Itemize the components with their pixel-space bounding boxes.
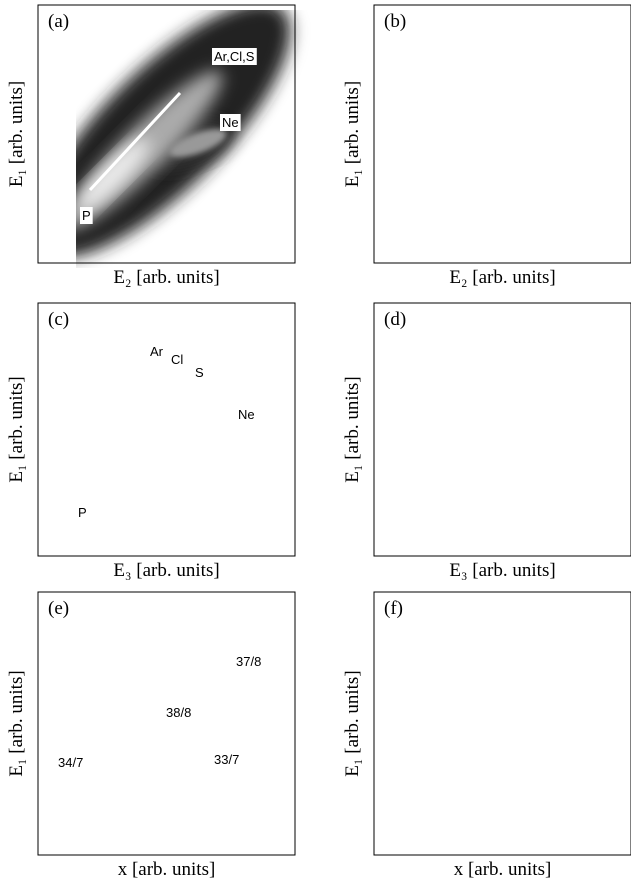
annotation-box bbox=[148, 343, 166, 360]
annotation: P bbox=[82, 208, 91, 223]
density-outer bbox=[336, 255, 631, 591]
density-arm bbox=[490, 656, 598, 728]
density-mid bbox=[409, 662, 599, 812]
annotation-box bbox=[169, 351, 186, 368]
annotation: P bbox=[78, 505, 87, 520]
annotation: Ne bbox=[222, 115, 239, 130]
density-ne-core bbox=[128, 431, 298, 441]
plot-area bbox=[336, 255, 631, 591]
panel-label: (d) bbox=[384, 309, 406, 330]
density-inner bbox=[33, 358, 184, 547]
density-ne-core bbox=[464, 431, 631, 441]
annotation: 33/7 bbox=[214, 752, 239, 767]
selection bbox=[409, 658, 529, 784]
panel-label: (e) bbox=[48, 598, 69, 619]
selection bbox=[398, 76, 541, 219]
selection-line bbox=[78, 365, 190, 493]
y-axis-label: E₁ [arb. units] bbox=[6, 670, 27, 776]
frame bbox=[373, 302, 631, 557]
selection-line bbox=[88, 91, 182, 192]
annotation: 37/8 bbox=[236, 654, 261, 669]
panel-label: (b) bbox=[384, 11, 406, 32]
background bbox=[374, 303, 631, 556]
plot-area bbox=[0, 255, 308, 591]
selection-edge bbox=[390, 68, 548, 226]
frame bbox=[37, 4, 296, 264]
x-axis-label: E₃ [arb. units] bbox=[449, 560, 555, 581]
background bbox=[374, 592, 631, 855]
density-outer bbox=[384, 617, 619, 842]
density-inner bbox=[369, 358, 520, 547]
annotation: Ar bbox=[150, 344, 164, 359]
y-axis-label: E₁ [arb. units] bbox=[342, 670, 363, 776]
density-core bbox=[449, 697, 539, 787]
annotation-box bbox=[220, 114, 241, 131]
annotation: Ne bbox=[238, 407, 255, 422]
density-ne-band bbox=[118, 425, 308, 449]
frame bbox=[373, 591, 631, 856]
y-axis-label: E₁ [arb. units] bbox=[342, 376, 363, 482]
annotation-box bbox=[76, 504, 89, 521]
frame bbox=[373, 4, 631, 264]
annotation-box bbox=[212, 48, 257, 65]
frame bbox=[37, 591, 296, 856]
background bbox=[374, 5, 631, 263]
density-outer bbox=[336, 0, 631, 293]
annotation-box bbox=[80, 207, 93, 224]
panel-label: (f) bbox=[384, 598, 403, 619]
annotation: S bbox=[195, 365, 204, 380]
selection-line bbox=[414, 365, 526, 493]
density-outer bbox=[48, 617, 283, 842]
annotation: Ar,Cl,S bbox=[214, 49, 255, 64]
y-axis-label: E₁ [arb. units] bbox=[6, 81, 27, 187]
annotation: 34/7 bbox=[58, 755, 83, 770]
density-mid bbox=[73, 662, 263, 812]
plot-area bbox=[336, 0, 631, 293]
density-core bbox=[76, 138, 150, 212]
x-axis-label: x [arb. units] bbox=[118, 859, 216, 880]
density-ne bbox=[475, 111, 573, 179]
frame bbox=[37, 302, 296, 557]
density-core bbox=[405, 131, 493, 219]
density-ne-band bbox=[454, 425, 631, 449]
x-axis-label: E₃ [arb. units] bbox=[113, 560, 219, 581]
panel-label: (c) bbox=[48, 309, 69, 330]
x-axis-label: E₂ [arb. units] bbox=[113, 267, 219, 288]
annotation-box bbox=[236, 406, 257, 423]
selection bbox=[412, 365, 525, 501]
annotation: Cl bbox=[171, 352, 183, 367]
y-axis-label: E₁ [arb. units] bbox=[342, 81, 363, 187]
plot-area bbox=[76, 10, 295, 263]
plot-area bbox=[374, 592, 631, 855]
density-core bbox=[393, 439, 455, 527]
density-ne-core bbox=[169, 129, 227, 157]
selection-line bbox=[426, 93, 516, 190]
annotation: 38/8 bbox=[166, 705, 191, 720]
background bbox=[38, 592, 295, 855]
y-axis-label: E₁ [arb. units] bbox=[6, 376, 27, 482]
x-axis-label: E₂ [arb. units] bbox=[449, 267, 555, 288]
density-ne-core bbox=[502, 123, 565, 162]
annotation-box bbox=[193, 364, 206, 381]
selection-gray bbox=[402, 650, 552, 807]
panel-label: (a) bbox=[48, 11, 69, 32]
x-axis-label: x [arb. units] bbox=[454, 859, 552, 880]
selection-edge bbox=[402, 650, 539, 792]
density-inner bbox=[386, 57, 573, 244]
selection-edge bbox=[404, 356, 534, 510]
plot-area bbox=[38, 592, 295, 855]
